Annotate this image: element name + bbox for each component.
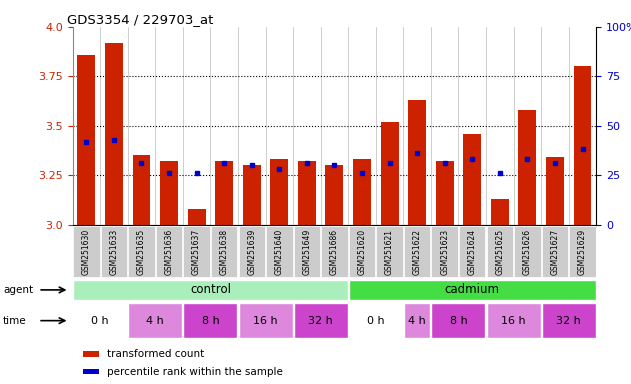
Text: 0 h: 0 h [91,316,109,326]
Bar [459,226,485,277]
Bar [211,226,237,277]
Bar [239,226,265,277]
Bar [487,226,513,277]
Text: GSM251633: GSM251633 [109,229,119,275]
Text: GDS3354 / 229703_at: GDS3354 / 229703_at [68,13,214,26]
Bar [73,303,127,338]
Text: GSM251686: GSM251686 [330,229,339,275]
Bar [83,351,98,357]
Text: transformed count: transformed count [107,349,204,359]
Text: 32 h: 32 h [309,316,333,326]
Bar [542,226,568,277]
Bar [404,226,430,277]
Bar [266,226,293,277]
Bar [491,199,509,225]
Text: GSM251636: GSM251636 [165,229,174,275]
Text: cadmium: cadmium [445,283,500,296]
Text: GSM251639: GSM251639 [247,229,256,275]
Bar [436,161,454,225]
Bar [243,166,261,225]
Bar [128,303,182,338]
Bar [184,226,210,277]
Text: 8 h: 8 h [450,316,468,326]
Bar [574,66,591,225]
Bar [128,226,155,277]
Text: GSM251625: GSM251625 [495,229,504,275]
Bar [519,110,536,225]
Bar [321,226,348,277]
Bar [187,209,206,225]
Text: GSM251626: GSM251626 [523,229,532,275]
Bar [408,100,426,225]
Text: GSM251621: GSM251621 [385,229,394,275]
Bar [184,303,237,338]
Bar [514,226,541,277]
Text: 4 h: 4 h [146,316,164,326]
Bar [239,303,293,338]
Text: GSM251629: GSM251629 [578,229,587,275]
Text: GSM251622: GSM251622 [413,229,422,275]
Text: GSM251635: GSM251635 [137,229,146,275]
Bar [160,161,178,225]
Bar [463,134,481,225]
Text: GSM251624: GSM251624 [468,229,477,275]
Bar [105,43,123,225]
Bar [546,157,564,225]
Bar [156,226,182,277]
Bar [432,226,458,277]
Bar [298,161,316,225]
Text: GSM251640: GSM251640 [275,229,284,275]
Text: GSM251638: GSM251638 [220,229,228,275]
Text: 8 h: 8 h [201,316,219,326]
Bar [349,303,403,338]
Text: time: time [3,316,27,326]
Bar [380,122,399,225]
Bar [569,226,596,277]
Bar [73,226,100,277]
Text: GSM251623: GSM251623 [440,229,449,275]
Bar [487,303,541,338]
Bar [326,166,343,225]
Bar [349,226,375,277]
Bar [101,226,127,277]
Bar [353,159,371,225]
Bar [542,303,596,338]
Bar [270,159,288,225]
Text: GSM251637: GSM251637 [192,229,201,275]
Text: GSM251627: GSM251627 [550,229,560,275]
Bar [215,161,233,225]
Text: 16 h: 16 h [501,316,526,326]
Text: agent: agent [3,285,33,295]
Text: 4 h: 4 h [408,316,426,326]
Bar [404,303,430,338]
Text: 32 h: 32 h [557,316,581,326]
Bar [73,280,348,300]
Bar [293,303,348,338]
Bar [293,226,320,277]
Bar [78,55,95,225]
Text: percentile rank within the sample: percentile rank within the sample [107,367,283,377]
Text: GSM251649: GSM251649 [302,229,311,275]
Text: 0 h: 0 h [367,316,384,326]
Bar [349,280,596,300]
Text: GSM251620: GSM251620 [358,229,367,275]
Bar [432,303,485,338]
Text: 16 h: 16 h [253,316,278,326]
Bar [83,369,98,374]
Text: GSM251630: GSM251630 [82,229,91,275]
Bar [376,226,403,277]
Text: control: control [190,283,231,296]
Bar [133,156,150,225]
